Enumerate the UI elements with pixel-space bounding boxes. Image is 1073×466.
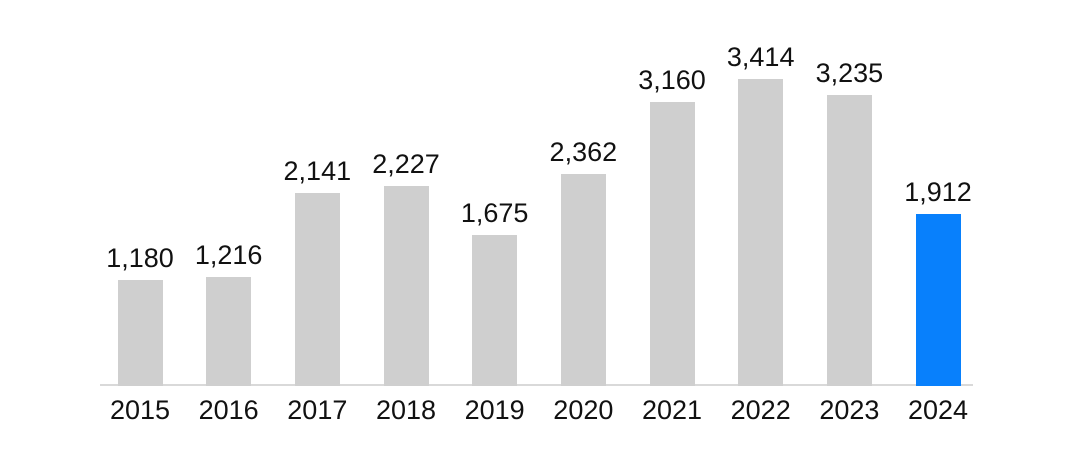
x-axis-tick-label: 2020 — [553, 395, 614, 425]
bar-value-label: 3,160 — [638, 65, 706, 95]
bar-value-label: 1,675 — [460, 198, 529, 228]
bar-highlighted — [915, 214, 961, 386]
bar — [560, 174, 606, 386]
x-axis-tick-label: 2016 — [198, 395, 259, 425]
bar — [649, 102, 695, 386]
bar — [206, 277, 252, 386]
x-axis-tick-label: 2022 — [730, 395, 791, 425]
bar-value-label: 3,414 — [726, 42, 795, 72]
bar — [826, 95, 872, 386]
bar — [294, 193, 340, 386]
bar-value-label: 2,141 — [283, 156, 352, 186]
bar-value-label: 2,362 — [549, 137, 618, 167]
bar-value-label: 1,180 — [106, 243, 174, 273]
bar — [472, 235, 518, 386]
x-axis-tick-label: 2023 — [819, 395, 880, 425]
x-axis-tick-label: 2018 — [375, 395, 437, 425]
bar — [738, 79, 784, 386]
bar-value-label: 1,912 — [904, 177, 972, 207]
x-axis-tick-label: 2017 — [287, 395, 348, 425]
x-axis-tick-label: 2015 — [109, 395, 171, 425]
bar-value-label: 2,227 — [372, 149, 440, 179]
x-axis-tick-label: 2021 — [641, 395, 703, 425]
bar — [383, 186, 429, 386]
bar — [117, 280, 163, 386]
x-axis-line — [100, 384, 973, 386]
x-axis-tick-label: 2024 — [907, 395, 969, 425]
bar-value-label: 1,216 — [194, 240, 263, 270]
x-axis-tick-label: 2019 — [464, 395, 525, 425]
bar-value-label: 3,235 — [815, 58, 884, 88]
